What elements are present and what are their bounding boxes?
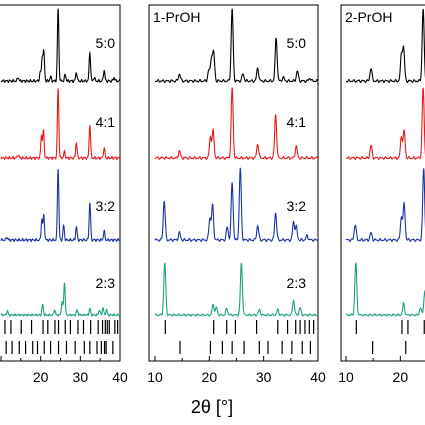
trace-4-1 xyxy=(154,87,318,161)
trace-3-2 xyxy=(345,168,425,243)
reference-stick-group xyxy=(4,320,119,354)
ratio-label-3-2: 3:2 xyxy=(287,198,307,214)
ratio-label-3-2: 3:2 xyxy=(96,198,116,214)
ratio-label-5-0: 5:0 xyxy=(96,35,116,51)
panel-title-2-proh: 2-PrOH xyxy=(345,9,392,25)
x-tick-group: 20 30 40 xyxy=(0,356,128,385)
x-tick-label: 40 xyxy=(310,369,326,385)
ratio-label-5-0: 5:0 xyxy=(287,35,307,51)
x-tick-label: 10 xyxy=(147,369,163,385)
trace-3-2 xyxy=(0,169,120,243)
ratio-label-4-1: 4:1 xyxy=(287,114,307,130)
panel-2-proh: 2-PrOH 10 20 xyxy=(338,4,425,385)
x-tick-label: 10 xyxy=(338,369,354,385)
trace-2-3 xyxy=(154,262,318,317)
trace-5-0 xyxy=(154,8,318,84)
trace-group xyxy=(345,8,425,317)
x-tick-label: 20 xyxy=(393,369,409,385)
x-axis-title: 2θ [°] xyxy=(191,397,233,417)
panel-frame xyxy=(340,4,425,362)
ratio-label-2-3: 2:3 xyxy=(96,275,116,291)
trace-5-0 xyxy=(0,8,120,84)
x-tick-label: 20 xyxy=(33,369,49,385)
trace-5-0 xyxy=(345,8,425,84)
x-tick-group: 10 20 30 40 xyxy=(147,356,326,385)
panel-frame xyxy=(148,4,319,362)
trace-4-1 xyxy=(0,88,120,161)
panel-left: 5:0 4:1 3:2 2:3 20 30 40 xyxy=(0,4,128,385)
trace-2-3 xyxy=(345,262,425,317)
x-tick-group: 10 20 xyxy=(338,356,409,385)
ratio-label-4-1: 4:1 xyxy=(96,114,116,130)
reference-stick-group xyxy=(164,320,315,354)
trace-group xyxy=(0,8,120,317)
trace-2-3 xyxy=(0,282,120,317)
reference-stick-group xyxy=(355,320,425,354)
x-tick-label: 40 xyxy=(112,369,128,385)
x-tick-label: 30 xyxy=(73,369,89,385)
trace-group xyxy=(154,8,318,317)
panel-1-proh: 1-PrOH 5:0 4:1 3:2 2:3 10 20 30 40 xyxy=(147,4,326,385)
ratio-label-group: 5:0 4:1 3:2 2:3 xyxy=(287,35,307,291)
panel-frame xyxy=(0,4,121,362)
x-tick-label: 30 xyxy=(256,369,272,385)
trace-3-2 xyxy=(154,167,318,243)
panel-title-1-proh: 1-PrOH xyxy=(153,9,200,25)
ratio-label-group: 5:0 4:1 3:2 2:3 xyxy=(96,35,116,291)
x-tick-label: 20 xyxy=(202,369,218,385)
ratio-label-2-3: 2:3 xyxy=(287,275,307,291)
trace-4-1 xyxy=(345,87,425,161)
